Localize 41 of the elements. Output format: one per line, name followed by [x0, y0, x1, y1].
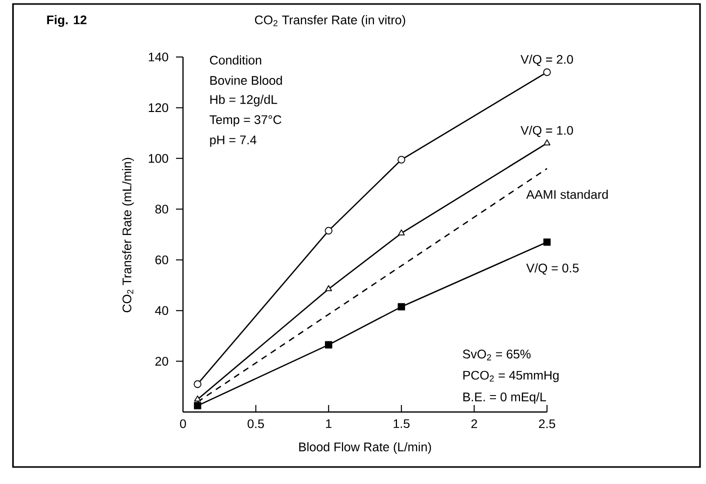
annotation: B.E. = 0 mEq/L [463, 392, 546, 404]
point [325, 285, 332, 292]
y-tick-label: 60 [155, 255, 168, 264]
point [194, 380, 202, 388]
y-tick-label: 80 [155, 204, 168, 214]
annotation: Condition [210, 55, 262, 65]
x-tick-label: 1 [326, 419, 332, 428]
annotation: Temp = 37°C [210, 115, 282, 127]
x-axis-title: Blood Flow Rate (L/min) [299, 442, 431, 454]
y-tick-label: 40 [155, 306, 168, 315]
series-label: V/Q = 0.5 [526, 263, 579, 275]
chart-title: CO$_{2}$ Transfer Rate (in vitro) [254, 15, 406, 27]
annotation: SvO$_{2}$ = 65% [462, 350, 531, 360]
series-label: V/Q = 1.0 [520, 126, 573, 138]
point [398, 229, 405, 236]
caption: Fig. 12 [47, 15, 86, 27]
y-axis-title: CO$_{2}$ Transfer Rate (mL/min) [122, 158, 134, 312]
point [544, 139, 550, 146]
y-tick-label: 140 [148, 52, 168, 62]
point [194, 402, 202, 410]
y-tick-label: 120 [148, 103, 168, 112]
series-label: AAMI standard [526, 190, 608, 199]
point [543, 68, 551, 76]
annotation: Bovine Blood [210, 76, 282, 85]
annotation: Hb = 12g/dL [210, 94, 278, 106]
series-label: V/Q = 2.0 [520, 54, 573, 66]
y-tick-label: 100 [148, 154, 168, 163]
x-tick-label: 0.5 [248, 419, 264, 428]
point [543, 238, 551, 246]
point [194, 395, 201, 402]
x-tick-label: 2.5 [538, 419, 556, 428]
point [324, 341, 332, 348]
x-tick-label: 2 [471, 419, 478, 428]
y-tick-label: 20 [155, 356, 168, 366]
x-tick-label: 1.5 [394, 419, 410, 428]
point [398, 303, 406, 310]
point [324, 226, 332, 235]
annotation: PCO$_{2}$ = 45mmHg [463, 370, 559, 382]
x-tick-label: 0 [180, 419, 186, 428]
annotation: pH = 7.4 [210, 136, 256, 147]
point [398, 156, 406, 164]
